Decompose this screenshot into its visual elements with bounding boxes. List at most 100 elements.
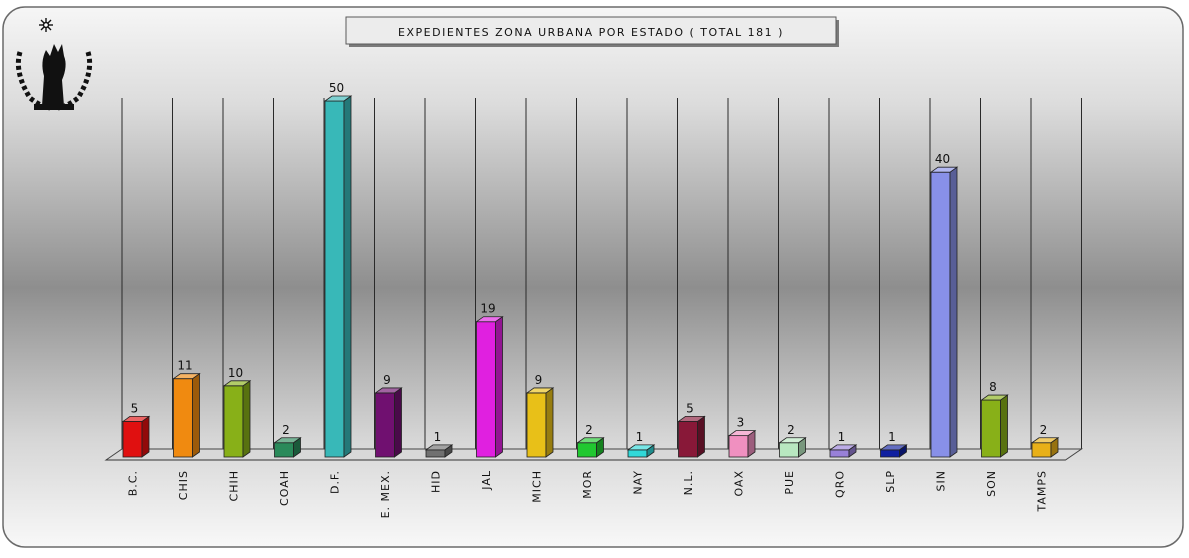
x-tick-labels: B.C. CHIS CHIH COAH D.F. E. MEX. HID JAL MICH MOR… — [127, 470, 1049, 518]
bar — [778, 436, 807, 458]
data-label: 50 — [329, 81, 344, 95]
x-tick-label: E. MEX. — [379, 470, 392, 518]
bar-front — [375, 392, 395, 458]
bar-top — [626, 444, 656, 451]
bar-front — [122, 420, 143, 458]
x-tick-label: TAMPS — [1036, 470, 1049, 513]
bar — [677, 415, 706, 458]
bar-top — [273, 437, 302, 444]
bar — [374, 387, 403, 458]
bar-top — [222, 380, 252, 387]
x-tick-label: OAX — [733, 470, 746, 497]
x-tick-label: B.C. — [127, 470, 140, 496]
chart-title-box: EXPEDIENTES ZONA URBANA POR ESTADO ( TOT… — [345, 16, 839, 47]
data-label: 1 — [434, 430, 442, 444]
x-tick-label: JAL — [480, 470, 493, 491]
bar-front — [223, 385, 244, 458]
bar-side — [697, 415, 705, 458]
bar-front — [779, 442, 799, 458]
bar-side — [141, 415, 150, 458]
bar — [525, 387, 555, 458]
x-tick-label: SON — [985, 470, 998, 497]
chart-panel — [2, 6, 1184, 548]
bar — [424, 444, 454, 458]
bar-front — [425, 449, 446, 458]
data-label: 9 — [383, 373, 391, 387]
grid-lines — [121, 98, 1082, 449]
bar — [323, 95, 353, 458]
bar-top — [980, 394, 1009, 401]
bar-front — [981, 399, 1001, 458]
data-label: 11 — [177, 359, 192, 373]
bar-side — [394, 387, 402, 458]
bar-front — [829, 449, 850, 458]
data-label: 1 — [888, 430, 896, 444]
bar-top — [121, 415, 151, 422]
bar-front — [577, 442, 597, 458]
bar-side — [495, 315, 503, 458]
hand-emblem-logo — [15, 18, 93, 111]
bar-front — [173, 378, 193, 458]
bar-front — [728, 435, 749, 458]
bar — [576, 436, 605, 458]
bar-top — [828, 444, 858, 451]
bar-top — [323, 95, 353, 102]
data-label: 2 — [282, 423, 290, 437]
bar — [172, 372, 201, 458]
bar — [727, 429, 757, 458]
x-tick-label: N.L. — [682, 470, 695, 495]
x-tick-label: CHIH — [228, 470, 241, 501]
bar-side — [343, 95, 352, 458]
bar-top — [424, 444, 454, 451]
bar-top — [727, 430, 757, 437]
x-tick-label: COAH — [278, 470, 291, 506]
data-label: 2 — [585, 423, 593, 437]
bar-top — [929, 166, 959, 173]
bar-top — [1030, 437, 1060, 444]
chart-title: EXPEDIENTES ZONA URBANA POR ESTADO ( TOT… — [398, 26, 784, 39]
data-label: 1 — [838, 430, 846, 444]
bar-top — [475, 316, 504, 323]
data-label: 19 — [480, 302, 495, 316]
bar-side — [242, 380, 251, 458]
bar-top — [778, 437, 807, 444]
bar-side — [192, 372, 200, 458]
bar-top — [525, 387, 555, 394]
data-label: 10 — [228, 366, 243, 380]
bar-front — [1031, 442, 1052, 458]
bar-top — [172, 373, 201, 380]
bar-front — [526, 392, 547, 458]
x-tick-label: HID — [430, 470, 443, 493]
bar-front — [930, 171, 951, 458]
x-tick-label: SLP — [884, 470, 897, 493]
bar-front — [476, 321, 496, 458]
x-tick-label: MOR — [581, 470, 594, 499]
x-tick-label: QRO — [834, 470, 847, 498]
bar — [626, 444, 656, 458]
bar-side — [545, 387, 554, 458]
x-tick-label: MICH — [531, 470, 544, 503]
bar-top — [879, 444, 908, 451]
bar-front — [880, 449, 900, 458]
bar-side — [1000, 394, 1008, 458]
data-label: 9 — [535, 373, 543, 387]
x-tick-label: NAY — [632, 470, 645, 495]
bar — [879, 444, 908, 458]
bar-side — [949, 166, 958, 458]
bar — [1030, 436, 1060, 458]
x-tick-label: D.F. — [329, 470, 342, 494]
bar-top — [576, 437, 605, 444]
bar-top — [374, 387, 403, 394]
bar-front — [324, 100, 345, 458]
data-label: 3 — [737, 416, 745, 430]
bar-top — [677, 415, 706, 422]
x-tick-label: PUE — [783, 470, 796, 495]
x-tick-label: CHIS — [177, 470, 190, 500]
data-label: 40 — [935, 152, 950, 166]
bar-front — [627, 449, 648, 458]
bar-front — [274, 442, 294, 458]
data-label: 1 — [636, 430, 644, 444]
